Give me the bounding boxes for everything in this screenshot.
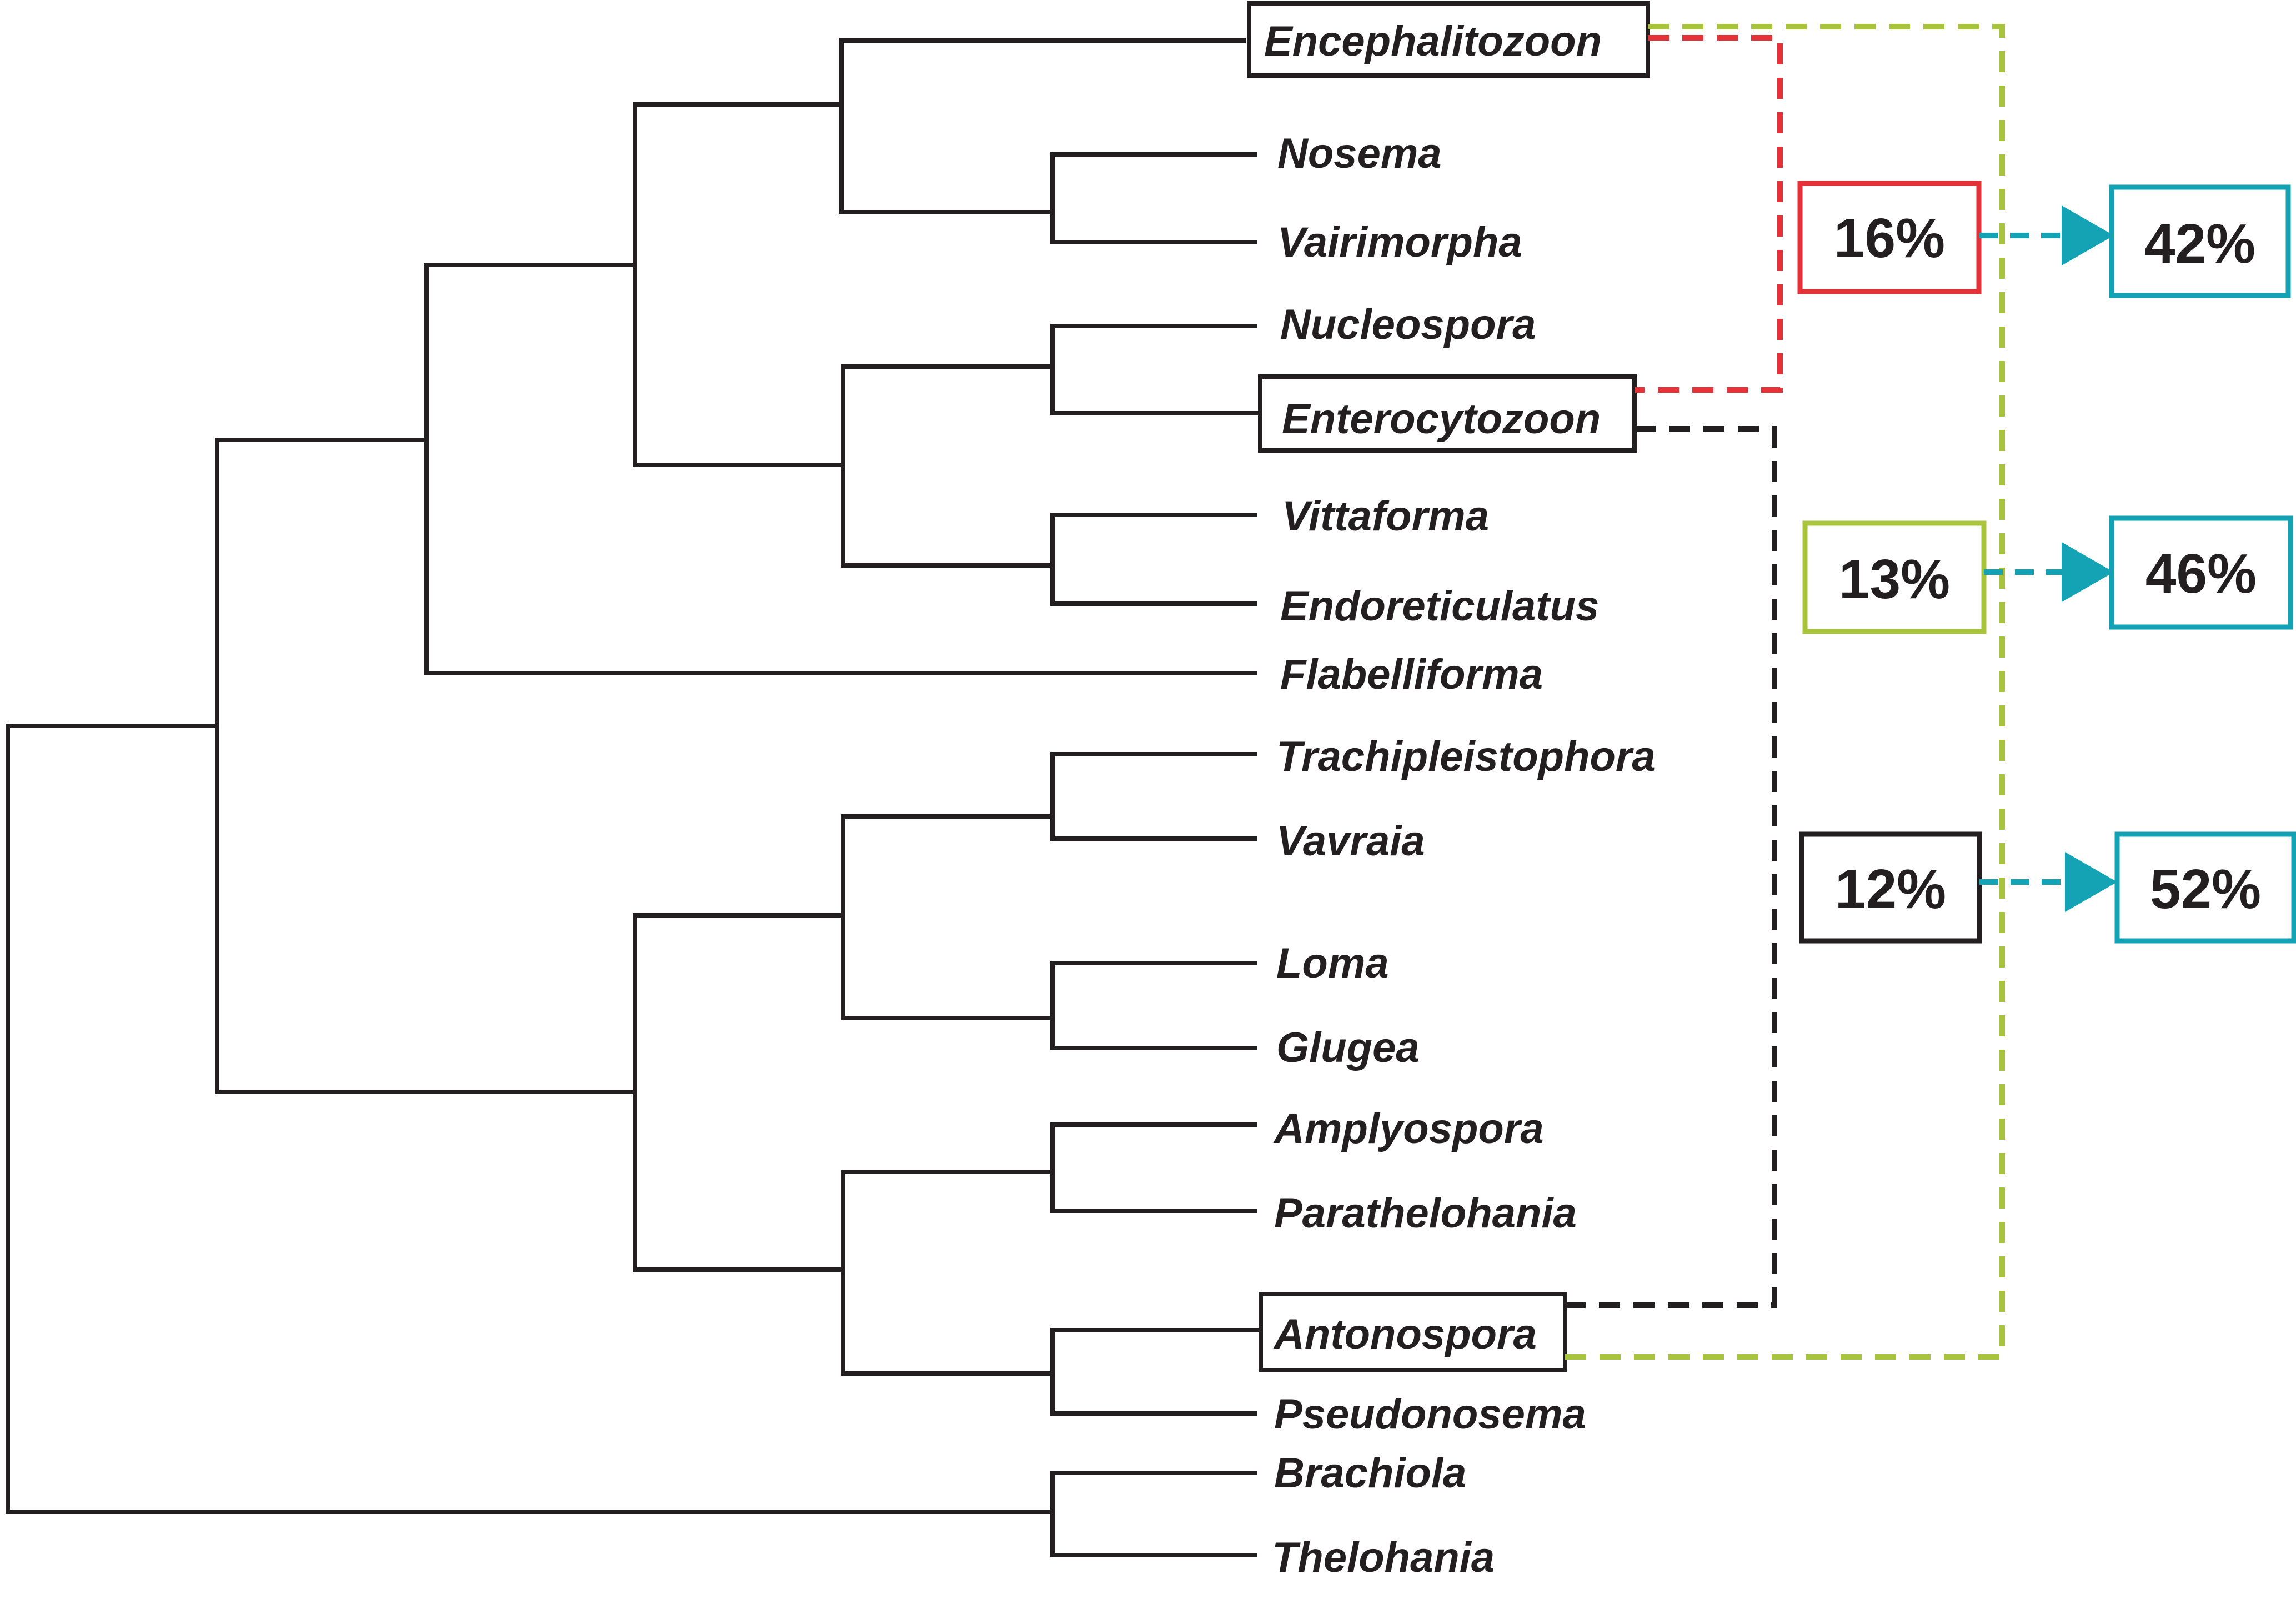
taxon-enterocytozoon: Enterocytozoon xyxy=(1282,395,1601,443)
taxon-parathelohania: Parathelohania xyxy=(1274,1190,1577,1237)
comparison-connectors xyxy=(1565,24,2005,1360)
red-connector xyxy=(1635,35,1783,393)
taxon-vairimorpha: Vairimorpha xyxy=(1277,219,1522,266)
arrow-1 xyxy=(1979,205,2114,265)
taxon-brachiola: Brachiola xyxy=(1274,1450,1466,1497)
taxon-nosema: Nosema xyxy=(1277,130,1442,177)
percent-red: 16% xyxy=(1834,207,1945,269)
percent-green: 13% xyxy=(1839,548,1950,610)
arrow-3 xyxy=(1979,852,2117,912)
taxon-vavraia: Vavraia xyxy=(1276,818,1425,865)
result-box-1 xyxy=(2109,184,2291,298)
taxon-flabelliforma: Flabelliforma xyxy=(1280,651,1543,698)
taxon-encephalitozoon: Encephalitozoon xyxy=(1264,18,1602,65)
taxon-thelohania: Thelohania xyxy=(1272,1534,1495,1581)
arrowhead-3-icon xyxy=(2065,852,2117,912)
taxon-trachipleistophora: Trachipleistophora xyxy=(1276,733,1656,780)
taxon-vittaforma: Vittaforma xyxy=(1282,493,1489,540)
arrow-2 xyxy=(1984,542,2114,602)
black-connector xyxy=(1565,426,1777,1308)
taxon-pseudonosema: Pseudonosema xyxy=(1274,1391,1586,1438)
enterocytozoon-box xyxy=(1258,374,1637,453)
result-42: 42% xyxy=(2144,213,2255,275)
arrowhead-1-icon xyxy=(2062,205,2114,265)
result-46: 46% xyxy=(2145,543,2257,605)
taxon-endoreticulatus: Endoreticulatus xyxy=(1280,583,1599,630)
percent-black: 12% xyxy=(1835,858,1946,920)
percentage-boxes xyxy=(1797,181,2296,944)
result-52: 52% xyxy=(2150,858,2261,920)
taxon-nucleospora: Nucleospora xyxy=(1280,301,1536,348)
percentage-values: 16% 13% 12% 42% 46% 52% xyxy=(1834,207,2261,920)
taxon-labels: Encephalitozoon Nosema Vairimorpha Nucle… xyxy=(1264,18,1656,1581)
taxon-amplyospora: Amplyospora xyxy=(1273,1105,1544,1152)
taxon-glugea: Glugea xyxy=(1276,1024,1420,1071)
tree-branches xyxy=(6,38,1263,1557)
green-percent-box xyxy=(1802,520,1987,634)
taxon-loma: Loma xyxy=(1276,940,1389,987)
black-percent-box xyxy=(1799,831,1982,944)
arrowhead-2-icon xyxy=(2062,542,2114,602)
arrows xyxy=(1979,205,2117,912)
antonospora-box xyxy=(1259,1292,1567,1372)
result-box-3 xyxy=(2114,831,2296,944)
taxon-antonospora: Antonospora xyxy=(1273,1311,1537,1358)
green-connector xyxy=(1565,24,2005,1360)
